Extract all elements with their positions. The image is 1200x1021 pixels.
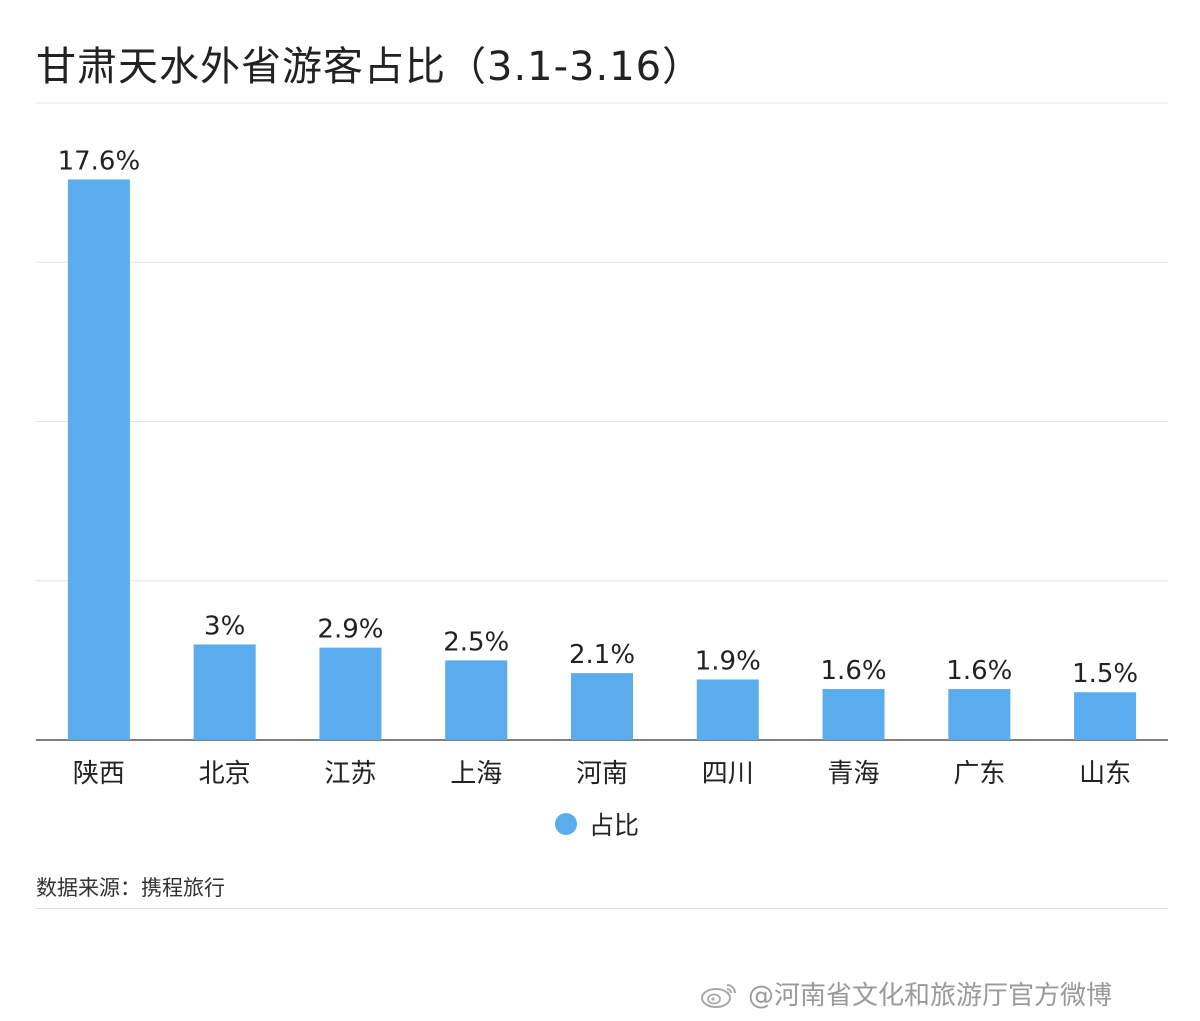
data-label-7: 1.6% <box>946 656 1012 686</box>
data-label-0: 17.6% <box>58 146 141 176</box>
data-source-note: 数据来源：携程旅行 <box>36 876 225 900</box>
bar-8 <box>1074 692 1137 740</box>
data-label-1: 3% <box>204 611 245 641</box>
data-label-8: 1.5% <box>1072 659 1138 689</box>
bar-4 <box>571 673 633 740</box>
data-label-5: 1.9% <box>695 646 761 676</box>
x-tick-label-1: 北京 <box>199 759 251 789</box>
bar-1 <box>193 644 256 740</box>
watermark: @河南省文化和旅游厅官方微博 <box>700 975 1112 1012</box>
chart-title: 甘肃天水外省游客占比（3.1-3.16） <box>36 44 704 90</box>
bar-5 <box>696 679 759 740</box>
x-tick-label-5: 四川 <box>702 759 754 789</box>
data-label-2: 2.9% <box>317 615 383 645</box>
watermark-text: @河南省文化和旅游厅官方微博 <box>748 981 1113 1011</box>
bar-7 <box>948 689 1011 740</box>
bar-0 <box>67 179 130 740</box>
legend-marker <box>555 813 577 835</box>
data-label-4: 2.1% <box>569 640 635 670</box>
x-tick-label-6: 青海 <box>828 759 880 789</box>
x-tick-label-8: 山东 <box>1079 759 1131 789</box>
bar-3 <box>445 660 508 740</box>
bar-chart: 17.6% 陕西 3% 北京 2.9% 江苏 2.5% 上海 2.1% 河南 1.9% 四川 1.6% 青… <box>36 102 1168 789</box>
x-tick-label-4: 河南 <box>576 759 628 789</box>
legend: 占比 <box>555 806 639 842</box>
data-label-6: 1.6% <box>821 656 887 686</box>
bar-2 <box>319 647 382 740</box>
x-tick-label-0: 陕西 <box>73 759 125 789</box>
legend-label: 占比 <box>589 811 640 840</box>
data-label-3: 2.5% <box>443 627 509 657</box>
bar-6 <box>822 689 885 740</box>
divider <box>36 908 1168 909</box>
x-tick-label-2: 江苏 <box>324 759 376 789</box>
weibo-icon <box>701 983 736 1008</box>
x-tick-label-3: 上海 <box>450 759 502 789</box>
x-tick-label-7: 广东 <box>953 759 1005 789</box>
